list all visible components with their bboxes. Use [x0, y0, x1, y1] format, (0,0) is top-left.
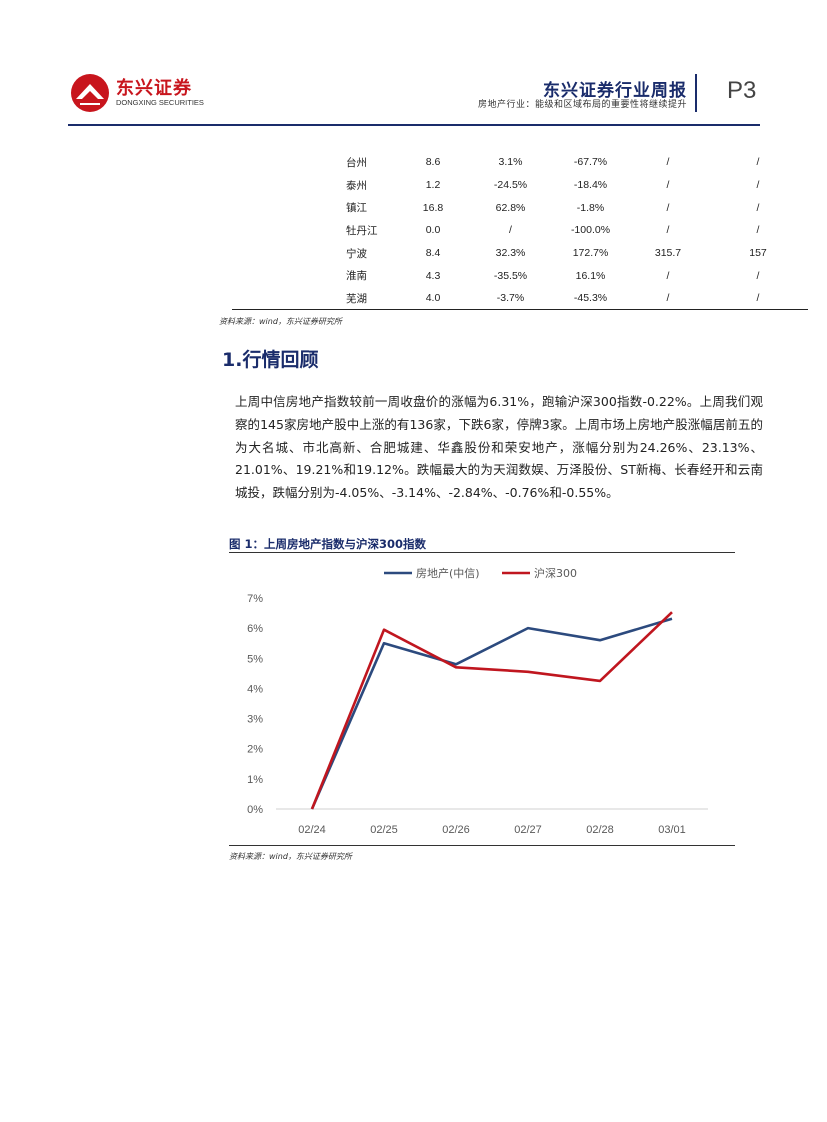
table-cell: -35.5%	[493, 269, 528, 282]
series-line-1	[310, 611, 673, 810]
company-logo-icon	[71, 74, 109, 112]
table-cell: /	[666, 156, 670, 169]
y-tick-label: 6%	[247, 623, 263, 635]
table-cell: 315.7	[654, 247, 682, 260]
table-cell: /	[756, 156, 760, 169]
figure-caption: 图 1：上周房地产指数与沪深300指数	[229, 537, 427, 551]
page-number: P3	[727, 77, 757, 104]
table-cell: /	[756, 292, 760, 305]
table-cell: /	[756, 224, 760, 237]
figure-source-note: 资料来源：wind，东兴证券研究所	[229, 852, 352, 861]
table-cell: /	[666, 179, 670, 192]
x-tick-label: 02/26	[442, 824, 470, 836]
x-tick-label: 02/28	[586, 824, 614, 836]
table-cell: 0.0	[425, 224, 441, 237]
line-chart: 0% 1% 2% 3% 4% 5% 6% 7% 02/24 02/25 02/26 02/27 02/2…	[247, 566, 708, 836]
table-row: 牡丹江 0.0 / -100.0% / /	[232, 219, 808, 242]
y-tick-label: 7%	[247, 593, 263, 605]
x-tick-label: 02/25	[370, 824, 398, 836]
company-name-english: DONGXING SECURITIES	[116, 98, 204, 107]
table-cell: /	[756, 269, 760, 282]
table-cell-city: 芜湖	[346, 292, 367, 305]
table-row: 泰州 1.2 -24.5% -18.4% / /	[232, 174, 808, 197]
table-cell: -100.0%	[570, 224, 611, 237]
table-cell: 1.2	[425, 179, 441, 192]
x-tick-label: 03/01	[658, 824, 686, 836]
x-tick-label: 02/27	[514, 824, 542, 836]
table-cell: /	[666, 224, 670, 237]
table-cell: 16.1%	[575, 269, 606, 282]
y-tick-label: 4%	[247, 683, 263, 695]
table-cell: -24.5%	[493, 179, 528, 192]
table-cell: -18.4%	[573, 179, 608, 192]
table-cell-city: 泰州	[346, 179, 367, 192]
table-cell: 32.3%	[495, 247, 526, 260]
y-tick-label: 5%	[247, 653, 263, 665]
y-tick-label: 1%	[247, 774, 263, 786]
table-cell: 8.4	[425, 247, 441, 260]
table-row: 宁波 8.4 32.3% 172.7% 315.7 157	[232, 242, 808, 265]
city-data-table: 台州 8.6 3.1% -67.7% / / 泰州 1.2 -24.5% -18.4% / / 镇江 16…	[232, 151, 808, 310]
legend-label: 房地产(中信)	[416, 566, 480, 580]
table-cell: -1.8%	[576, 201, 605, 214]
y-tick-label: 2%	[247, 744, 263, 756]
table-bottom-rule	[232, 309, 808, 310]
table-cell-city: 淮南	[346, 270, 367, 283]
table-cell: 62.8%	[495, 201, 526, 214]
table-cell: 4.0	[425, 292, 441, 305]
table-cell: 4.3	[425, 269, 441, 282]
table-cell: /	[756, 179, 760, 192]
legend-label: 沪深300	[534, 566, 577, 580]
table-cell-city: 台州	[346, 156, 367, 169]
table-row: 芜湖 4.0 -3.7% -45.3% / /	[232, 287, 808, 310]
table-source-note: 资料来源：wind，东兴证券研究所	[219, 317, 342, 326]
body-paragraph: 上周中信房地产指数较前一周收盘价的涨幅为6.31%，跑输沪深300指数-0.22…	[235, 394, 763, 501]
header-divider	[695, 74, 697, 112]
y-tick-label: 3%	[247, 714, 263, 726]
table-cell: /	[666, 292, 670, 305]
table-cell: 8.6	[425, 156, 441, 169]
table-cell: -3.7%	[496, 292, 525, 305]
company-name: 东兴证券	[116, 78, 192, 99]
table-cell: -45.3%	[573, 292, 608, 305]
report-subtitle: 房地产行业：能级和区域布局的重要性将继续提升	[477, 100, 687, 110]
table-cell: 157	[749, 247, 767, 260]
figure-top-rule	[229, 552, 735, 553]
table-cell: /	[509, 224, 512, 237]
table-cell-city: 牡丹江	[346, 224, 378, 237]
table-row: 淮南 4.3 -35.5% 16.1% / /	[232, 264, 808, 287]
figure-bottom-rule	[229, 845, 735, 846]
table-cell-city: 镇江	[346, 202, 367, 215]
x-tick-label: 02/24	[298, 824, 326, 836]
table-cell: /	[666, 269, 670, 282]
table-cell: 3.1%	[498, 156, 523, 169]
table-cell: /	[666, 201, 670, 214]
table-cell: 16.8	[422, 201, 444, 214]
table-cell: -67.7%	[573, 156, 608, 169]
series-line-0	[310, 617, 673, 810]
table-row: 台州 8.6 3.1% -67.7% / /	[232, 151, 808, 174]
y-tick-label: 0%	[247, 804, 263, 816]
table-cell: /	[756, 201, 760, 214]
section-heading: 1.行情回顾	[222, 349, 319, 371]
header-rule	[68, 124, 760, 126]
report-title: 东兴证券行业周报	[543, 81, 687, 101]
table-cell-city: 宁波	[346, 247, 367, 260]
table-cell: 172.7%	[572, 247, 609, 260]
table-row: 镇江 16.8 62.8% -1.8% / /	[232, 196, 808, 219]
